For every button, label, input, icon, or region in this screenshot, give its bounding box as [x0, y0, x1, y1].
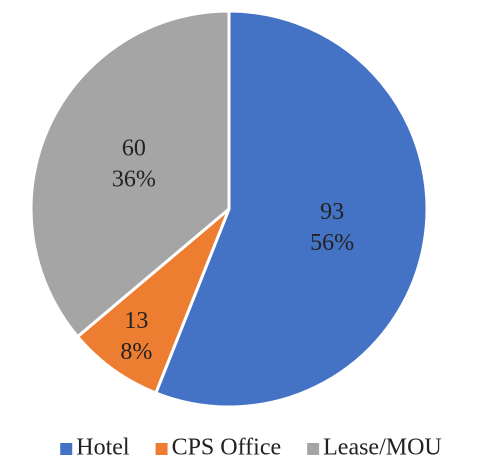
percent-label: 8% — [120, 339, 152, 365]
percent-label: 56% — [310, 230, 354, 256]
legend-swatch — [155, 443, 168, 455]
legend-label: Lease/MOU — [323, 435, 442, 461]
legend-swatch — [60, 443, 73, 455]
pie-slice — [75, 207, 231, 395]
percent-label: 36% — [112, 166, 156, 192]
legend-swatch — [307, 443, 320, 455]
data-label: 13 — [124, 308, 148, 334]
pie-slice — [29, 9, 231, 339]
legend-label: Hotel — [76, 435, 130, 461]
pie-slice — [153, 9, 429, 409]
data-label: 60 — [122, 135, 146, 161]
legend-label: CPS Office — [172, 435, 282, 461]
data-label: 93 — [320, 199, 344, 225]
